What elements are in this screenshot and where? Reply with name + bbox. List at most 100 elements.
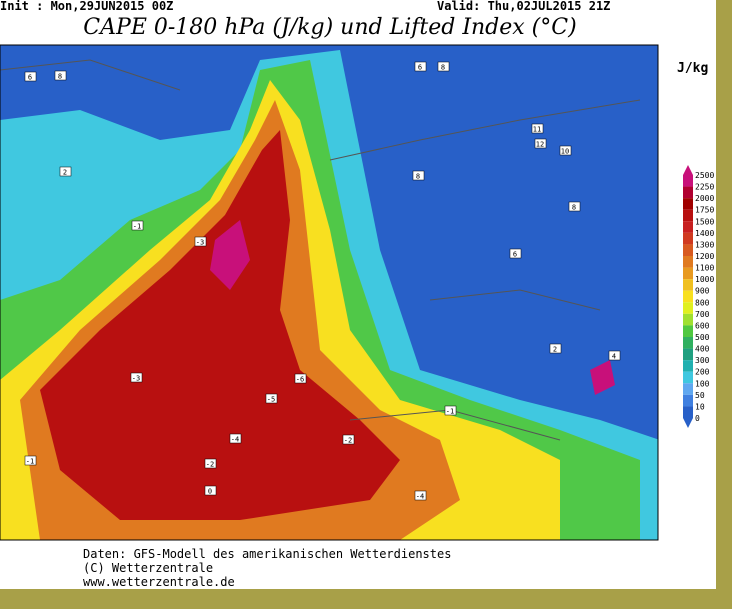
map-frame [0, 44, 659, 541]
contour-label-box [531, 123, 544, 134]
contour-label-box [131, 220, 144, 231]
colorbar-label: 500 [695, 333, 710, 342]
contour-label-box [437, 61, 450, 72]
colorbar-segment [683, 244, 693, 256]
colorbar-label: 2250 [695, 183, 714, 192]
colorbar-label: 800 [695, 298, 710, 307]
colorbar-segment [683, 279, 693, 291]
colorbar-segment [683, 165, 693, 187]
contour-label-box [24, 71, 37, 82]
contour-label-box [559, 145, 572, 156]
colorbar-label: 1100 [695, 264, 714, 273]
contour-label: 6 [28, 74, 32, 82]
contour-label: -2 [206, 461, 214, 469]
colorbar: 2500 2250 2000 1750 1500 1400 1300 1200 1100 1000… [683, 165, 714, 428]
colorbar-segment [683, 337, 693, 349]
footer-line: www.wetterzentrale.de [83, 575, 235, 589]
contour-label: 8 [441, 64, 445, 72]
colorbar-segment [683, 186, 693, 199]
contour-label: -3 [132, 375, 140, 383]
colorbar-segment [683, 383, 693, 395]
contour-label: 8 [572, 204, 576, 212]
bottom-border [0, 589, 732, 609]
contour-label: -3 [196, 239, 204, 247]
contour-label: -4 [416, 493, 424, 501]
colorbar-segment [683, 360, 693, 372]
colorbar-label: 300 [695, 356, 710, 365]
contour-label: 11 [533, 126, 541, 134]
colorbar-label: 900 [695, 287, 710, 296]
contour-label-box [130, 372, 143, 383]
contour-label-box [509, 248, 522, 259]
contour-label-box [54, 70, 67, 81]
colorbar-label: 50 [695, 391, 705, 400]
contour-label: -5 [267, 396, 275, 404]
contour-label-box [204, 458, 217, 469]
field-very-high [40, 130, 400, 520]
footer-line: (C) Wetterzentrale [83, 561, 213, 575]
contour-label-box [194, 236, 207, 247]
contour-label-box [265, 393, 278, 404]
contour-label-box [414, 490, 427, 501]
colorbar-segment [683, 232, 693, 245]
contour-label-box [59, 166, 72, 177]
colorbar-label: 100 [695, 379, 710, 388]
colorbar-label: 10 [695, 402, 705, 411]
colorbar-segment [683, 406, 693, 428]
contour-label: -1 [26, 458, 34, 466]
colorbar-label: 1500 [695, 217, 714, 226]
colorbar-segment [683, 302, 693, 314]
contour-label-box [229, 433, 242, 444]
init-text: Init : Mon,29JUN2015 00Z [0, 0, 173, 13]
contour-labels: 8 6 2 -1 -3 -5 -6 -4 -2 0 8 6 8 11 12 10 8 6 4 2 -3 -1 -4 -2 -1 [24, 61, 621, 501]
colorbar-label: 1200 [695, 252, 714, 261]
colorbar-segment [683, 256, 693, 268]
contour-label: 2 [553, 346, 557, 354]
colorbar-label: 1400 [695, 229, 714, 238]
colorbar-label: 700 [695, 310, 710, 319]
contour-label: -1 [133, 223, 141, 231]
contour-label: 8 [58, 73, 62, 81]
contour-label-box [294, 373, 307, 384]
colorbar-segment [683, 371, 693, 384]
colorbar-segment [683, 221, 693, 233]
contour-label-box [204, 485, 217, 496]
borders [0, 59, 641, 441]
colorbar-segment [683, 290, 693, 303]
contour-label: -6 [296, 376, 304, 384]
contour-label-box [568, 201, 581, 212]
footer-line: Daten: GFS-Modell des amerikanischen Wet… [83, 547, 451, 561]
colorbar-label: 1000 [695, 275, 714, 284]
right-border [716, 0, 732, 609]
contour-label: 10 [561, 148, 569, 156]
colorbar-segment [683, 394, 693, 407]
contour-label: 6 [418, 64, 422, 72]
colorbar-segment [683, 348, 693, 361]
contour-label: 4 [612, 353, 616, 361]
contour-label-box [414, 61, 427, 72]
contour-label: -1 [446, 408, 454, 416]
contour-label-box [342, 434, 355, 445]
colorbar-label: 2500 [695, 171, 714, 180]
colorbar-label: 2000 [695, 194, 714, 203]
valid-text: Valid: Thu,02JUL2015 21Z [437, 0, 610, 13]
unit-label: J/kg [677, 61, 708, 76]
colorbar-segment [683, 198, 693, 210]
colorbar-label: 600 [695, 321, 710, 330]
contour-label-box [24, 455, 37, 466]
colorbar-label: 1300 [695, 240, 714, 249]
contour-label: 0 [208, 488, 212, 496]
contour-label-box [444, 405, 457, 416]
map [0, 44, 659, 541]
colorbar-label: 400 [695, 345, 710, 354]
contour-label-box [549, 343, 562, 354]
colorbar-segment [683, 313, 693, 326]
contour-label: 12 [536, 141, 544, 149]
contour-label: 6 [513, 251, 517, 259]
contour-label: -2 [344, 437, 352, 445]
contour-label: 8 [416, 173, 420, 181]
colorbar-label: 200 [695, 368, 710, 377]
contour-label: -4 [231, 436, 239, 444]
colorbar-label: 1750 [695, 206, 714, 215]
